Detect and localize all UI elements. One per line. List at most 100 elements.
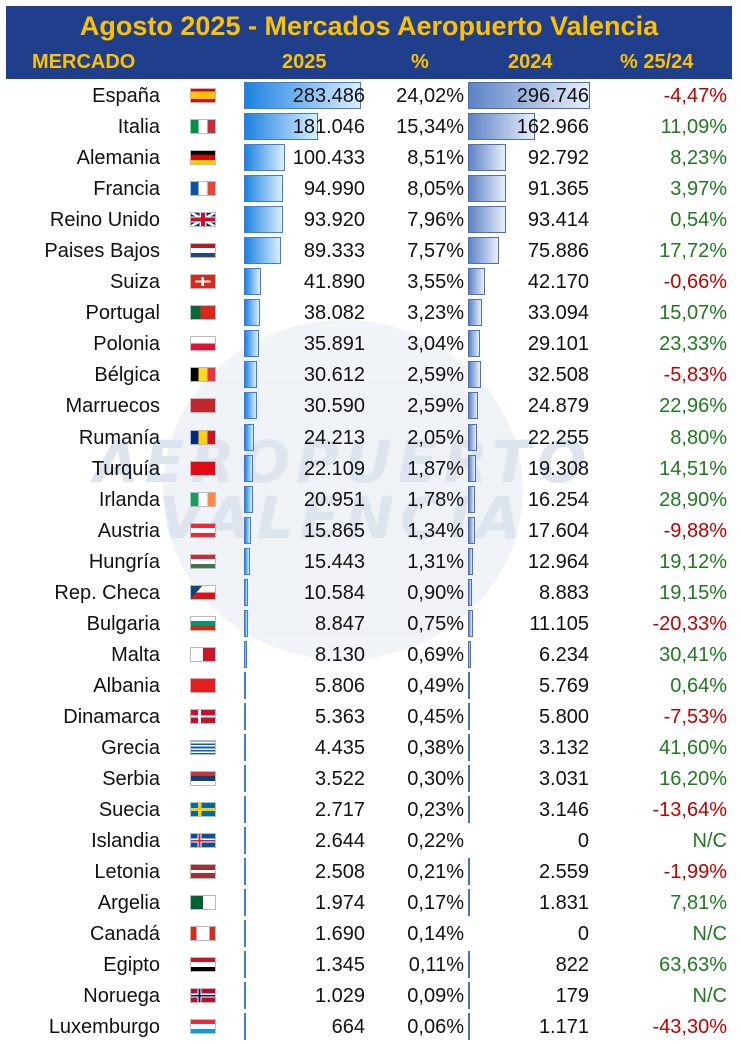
variation-percent: 8,80%: [670, 426, 727, 449]
variation-percent: -4,47%: [663, 85, 727, 107]
table-row: España 283.486 24,02% 296.746 -4,47%: [0, 80, 741, 111]
market-name: Serbia: [102, 768, 160, 791]
bar-2025: [244, 640, 248, 668]
share-percent: 1,34%: [407, 519, 464, 542]
value-2025: 664: [331, 1016, 365, 1039]
market-name: Reino Unido: [49, 209, 160, 232]
bar-2025: [244, 920, 246, 948]
variation-percent: -7,53%: [663, 705, 727, 728]
table-row: Argelia 1.974 0,17% 1.831 7,81%: [0, 887, 741, 918]
flag-bulgaria-icon: [190, 615, 216, 631]
share-percent: 3,04%: [407, 333, 464, 356]
variation-percent: 8,23%: [670, 147, 727, 170]
value-2025: 3.522: [314, 768, 365, 791]
market-name: Paises Bajos: [44, 240, 160, 263]
market-name: Hungría: [88, 550, 160, 573]
share-percent: 3,23%: [407, 302, 464, 325]
table-row: Grecia 4.435 0,38% 3.132 41,60%: [0, 732, 741, 763]
flag-sweden-icon: [190, 802, 216, 818]
value-2025: 89.333: [303, 240, 365, 263]
share-percent: 0,45%: [407, 705, 464, 728]
value-2024: 42.170: [527, 271, 589, 294]
table-row: Reino Unido 93.920 7,96% 93.414 0,54%: [0, 204, 741, 235]
value-2025: 181.046: [292, 116, 365, 139]
flag-algeria-icon: [190, 895, 216, 911]
value-2025: 100.433: [292, 147, 365, 170]
bar-2025: [244, 982, 246, 1010]
share-percent: 1,87%: [407, 457, 464, 480]
flag-canada-icon: [190, 926, 216, 942]
market-name: Letonia: [94, 861, 160, 884]
share-percent: 8,51%: [407, 147, 464, 170]
flag-czech-icon: [190, 584, 216, 600]
market-name: Albania: [93, 674, 160, 697]
bar-2024: [468, 454, 476, 482]
flag-portugal-icon: [190, 305, 216, 321]
value-2024: 5.769: [538, 674, 589, 697]
value-2024: 33.094: [527, 302, 589, 325]
share-percent: 0,21%: [407, 861, 464, 884]
bar-2025: [244, 827, 246, 855]
variation-percent: 17,72%: [659, 240, 727, 263]
share-percent: 0,69%: [407, 643, 464, 666]
value-2025: 22.109: [303, 457, 365, 480]
bar-2025: [244, 330, 259, 358]
bar-2024: [468, 361, 482, 389]
header-2025: 2025: [282, 51, 327, 73]
value-2024: 75.886: [527, 240, 589, 263]
table-row: Irlanda 20.951 1,78% 16.254 28,90%: [0, 484, 741, 515]
value-2025: 1.029: [314, 985, 365, 1008]
bar-2025: [244, 671, 247, 699]
value-2024: 5.800: [538, 705, 589, 728]
value-2024: 11.105: [529, 612, 589, 635]
airport-logo-watermark: AEROPUERTO VALENCIA: [94, 320, 586, 660]
bar-2025: [244, 113, 319, 141]
value-2024: 16.254: [527, 488, 589, 511]
bar-2025: [244, 175, 284, 203]
value-2025: 2.644: [314, 830, 365, 853]
flag-romania-icon: [190, 429, 216, 445]
share-percent: 3,55%: [407, 271, 464, 294]
markets-table: España 283.486 24,02% 296.746 -4,47% Italia 18…: [0, 80, 741, 1042]
bar-2024: [468, 609, 473, 637]
share-percent: 0,23%: [407, 799, 464, 822]
market-name: Irlanda: [98, 488, 160, 511]
bar-2025: [244, 423, 254, 451]
value-2025: 15.865: [303, 519, 365, 542]
variation-percent: 41,60%: [659, 736, 727, 759]
share-percent: 1,31%: [407, 550, 464, 573]
flag-latvia-icon: [190, 864, 216, 880]
table-row: Alemania 100.433 8,51% 92.792 8,23%: [0, 142, 741, 173]
bar-2025: [244, 547, 251, 575]
variation-percent: 15,07%: [659, 302, 727, 325]
variation-percent: 3,97%: [670, 178, 727, 201]
bar-2025: [244, 796, 246, 824]
flag-serbia-icon: [190, 771, 216, 787]
header-mercado: MERCADO: [32, 51, 136, 73]
flag-france-icon: [190, 181, 216, 197]
variation-percent: 23,33%: [659, 333, 727, 356]
market-name: Francia: [93, 178, 160, 201]
bar-2025: [244, 733, 246, 761]
table-row: Luxemburgo 664 0,06% 1.171 -43,30%: [0, 1011, 741, 1042]
share-percent: 0,30%: [407, 768, 464, 791]
share-percent: 24,02%: [396, 85, 464, 107]
bar-2025: [244, 361, 257, 389]
variation-percent: N/C: [692, 830, 727, 853]
market-name: Austria: [97, 519, 160, 542]
value-2025: 2.717: [314, 799, 365, 822]
share-percent: 0,17%: [407, 892, 464, 915]
table-row: Letonia 2.508 0,21% 2.559 -1,99%: [0, 856, 741, 887]
value-2025: 5.806: [314, 674, 365, 697]
bar-2024: [468, 889, 470, 917]
bar-2024: [468, 268, 486, 296]
market-name: Egipto: [103, 954, 160, 977]
page-title: Agosto 2025 - Mercados Aeropuerto Valenc…: [6, 6, 732, 46]
flag-poland-icon: [190, 336, 216, 352]
bar-2025: [244, 951, 246, 979]
variation-percent: -0,66%: [663, 271, 727, 294]
value-2024: 6.234: [538, 643, 589, 666]
value-2025: 35.891: [303, 333, 365, 356]
value-2025: 283.486: [292, 85, 365, 107]
table-row: Islandia 2.644 0,22% 0 N/C: [0, 825, 741, 856]
